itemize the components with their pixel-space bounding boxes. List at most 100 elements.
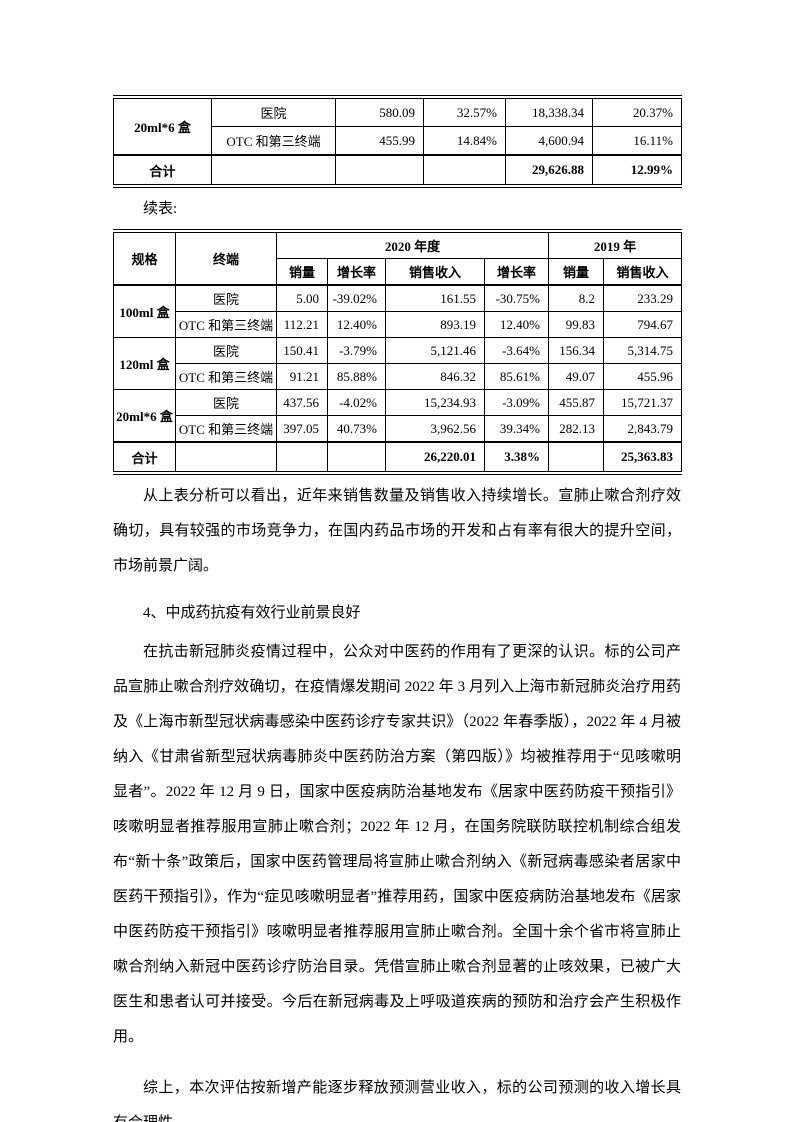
cell-revenue: 4,600.94: [505, 126, 593, 156]
cell-terminal: OTC 和第三终端: [175, 311, 277, 338]
cell-revenue: 5,121.46: [385, 337, 485, 364]
cell-revenue-2019: 15,721.37: [603, 389, 683, 416]
cell-volume-2019: 455.87: [548, 389, 605, 416]
header-growth-2020: 增长率: [327, 258, 386, 286]
cell-terminal: OTC 和第三终端: [175, 363, 277, 390]
header-terminal: 终端: [175, 230, 277, 286]
cell-volume-2019: 8.2: [548, 284, 605, 312]
cell-revenue: 3,962.56: [385, 415, 485, 443]
table-row: 100ml 盒 医院 5.00 -39.02% 161.55 -30.75% 8…: [113, 284, 683, 338]
cell-growth-rate: 32.57%: [423, 96, 506, 127]
cell-revenue-growth: -3.64%: [483, 337, 550, 364]
cell-spec: 100ml 盒: [113, 284, 176, 338]
cell-revenue: 15,234.93: [385, 389, 485, 416]
header-revenue-growth-2020: 增长率: [483, 258, 550, 286]
cell-growth-rate: -4.02%: [327, 389, 386, 416]
table-row: 20ml*6 盒 医院 437.56 -4.02% 15,234.93 -3.0…: [113, 389, 683, 443]
header-revenue-2019: 销售收入: [603, 258, 683, 286]
table-row: OTC 和第三终端 112.21 12.40% 893.19 12.40% 99…: [114, 311, 683, 338]
cell-revenue-growth: 12.40%: [483, 311, 550, 338]
table-row: OTC 和第三终端 91.21 85.88% 846.32 85.61% 49.…: [114, 363, 683, 390]
cell-volume-2019: 282.13: [548, 415, 605, 443]
cell-total-revenue-growth: 12.99%: [592, 154, 682, 187]
cell-spec: 20ml*6 盒: [113, 389, 176, 443]
cell-revenue-growth: 39.34%: [483, 415, 550, 443]
cell-empty: [211, 154, 336, 187]
table-row: 120ml 盒 医院 150.41 -3.79% 5,121.46 -3.64%…: [113, 337, 683, 390]
cell-volume: 580.09: [335, 96, 424, 127]
table-row: OTC 和第三终端 455.99 14.84% 4,600.94 16.11%: [114, 126, 682, 156]
cell-total-revenue-2020: 26,220.01: [385, 441, 485, 474]
cell-volume: 397.05: [276, 415, 328, 443]
cell-terminal: 医院: [211, 96, 336, 127]
cell-volume: 5.00: [276, 284, 328, 312]
table-header-row: 规格 终端 2020 年度 2019 年: [113, 230, 683, 286]
table-sales-by-year: 规格 终端 2020 年度 2019 年 销量 增长率 销售收入 增长率 销量 …: [113, 229, 683, 475]
cell-revenue: 893.19: [385, 311, 485, 338]
cell-growth-rate: 12.40%: [327, 311, 386, 338]
cell-total-revenue: 29,626.88: [505, 154, 593, 187]
cell-revenue-2019: 455.96: [603, 363, 683, 390]
cell-growth-rate: 14.84%: [423, 126, 506, 156]
cell-empty: [276, 441, 328, 474]
cell-revenue-2019: 2,843.79: [603, 415, 683, 443]
cell-revenue-growth: 16.11%: [592, 126, 682, 156]
cell-revenue-growth: -30.75%: [483, 284, 550, 312]
cell-volume-2019: 99.83: [548, 311, 605, 338]
cell-revenue-2019: 233.29: [603, 284, 683, 312]
table-total-row: 合计 26,220.01 3.38% 25,363.83: [113, 441, 683, 474]
cell-revenue: 161.55: [385, 284, 485, 312]
cell-total-label: 合计: [113, 441, 176, 474]
cell-empty: [423, 154, 506, 187]
header-year-2020: 2020 年度: [275, 230, 550, 259]
cell-terminal: 医院: [175, 337, 277, 364]
cell-empty: [175, 441, 277, 474]
cell-total-growth: 3.38%: [483, 441, 550, 474]
continued-table-label: 续表:: [143, 201, 178, 217]
cell-volume-2019: 49.07: [548, 363, 605, 390]
paragraph-conclusion: 综上，本次评估按新增产能逐步释放预测营业收入，标的公司预测的收入增长具有合理性。: [113, 1080, 681, 1122]
cell-growth-rate: 40.73%: [327, 415, 386, 443]
header-volume-2020: 销量: [276, 258, 328, 286]
table-row: 20ml*6 盒 医院 580.09 32.57% 18,338.34 20.3…: [113, 96, 682, 156]
cell-empty: [548, 441, 605, 474]
cell-revenue-growth: 20.37%: [592, 96, 682, 127]
cell-revenue: 846.32: [385, 363, 485, 390]
cell-volume: 112.21: [276, 311, 328, 338]
cell-terminal: OTC 和第三终端: [211, 126, 336, 156]
cell-terminal: 医院: [175, 389, 277, 416]
cell-empty: [335, 154, 424, 187]
cell-terminal: OTC 和第三终端: [175, 415, 277, 443]
table-subheader-row: 销量 增长率 销售收入 增长率 销量 销售收入: [114, 258, 683, 286]
header-year-2019: 2019 年: [548, 230, 683, 259]
cell-revenue-2019: 5,314.75: [603, 337, 683, 364]
cell-empty: [327, 441, 386, 474]
header-volume-2019: 销量: [548, 258, 605, 286]
cell-growth-rate: -3.79%: [327, 337, 386, 364]
cell-volume: 437.56: [276, 389, 328, 416]
cell-volume: 150.41: [276, 337, 328, 364]
cell-spec: 20ml*6 盒: [113, 96, 212, 156]
paragraph-sales-analysis: 从上表分析可以看出，近年来销售数量及销售收入持续增长。宣肺止嗽合剂疗效确切，具有…: [113, 488, 681, 574]
paragraph-tcm-covid: 在抗击新冠肺炎疫情过程中，公众对中医药的作用有了更深的认识。标的公司产品宣肺止嗽…: [113, 644, 681, 1045]
cell-volume: 91.21: [276, 363, 328, 390]
table-total-row: 合计 29,626.88 12.99%: [113, 154, 682, 187]
section-heading-4: 4、中成药抗疫有效行业前景良好: [143, 605, 361, 621]
header-revenue-2020: 销售收入: [385, 258, 485, 286]
cell-revenue-growth: -3.09%: [483, 389, 550, 416]
cell-revenue-2019: 794.67: [603, 311, 683, 338]
cell-revenue: 18,338.34: [505, 96, 593, 127]
cell-revenue-growth: 85.61%: [483, 363, 550, 390]
cell-total-revenue-2019: 25,363.83: [603, 441, 683, 474]
cell-spec: 120ml 盒: [113, 337, 176, 390]
header-spec: 规格: [113, 230, 176, 286]
cell-volume: 455.99: [335, 126, 424, 156]
cell-growth-rate: 85.88%: [327, 363, 386, 390]
cell-volume-2019: 156.34: [548, 337, 605, 364]
cell-terminal: 医院: [175, 284, 277, 312]
cell-total-label: 合计: [113, 154, 212, 187]
table-row: OTC 和第三终端 397.05 40.73% 3,962.56 39.34% …: [114, 415, 683, 443]
table-sales-continued-top: 20ml*6 盒 医院 580.09 32.57% 18,338.34 20.3…: [113, 95, 682, 188]
cell-growth-rate: -39.02%: [327, 284, 386, 312]
